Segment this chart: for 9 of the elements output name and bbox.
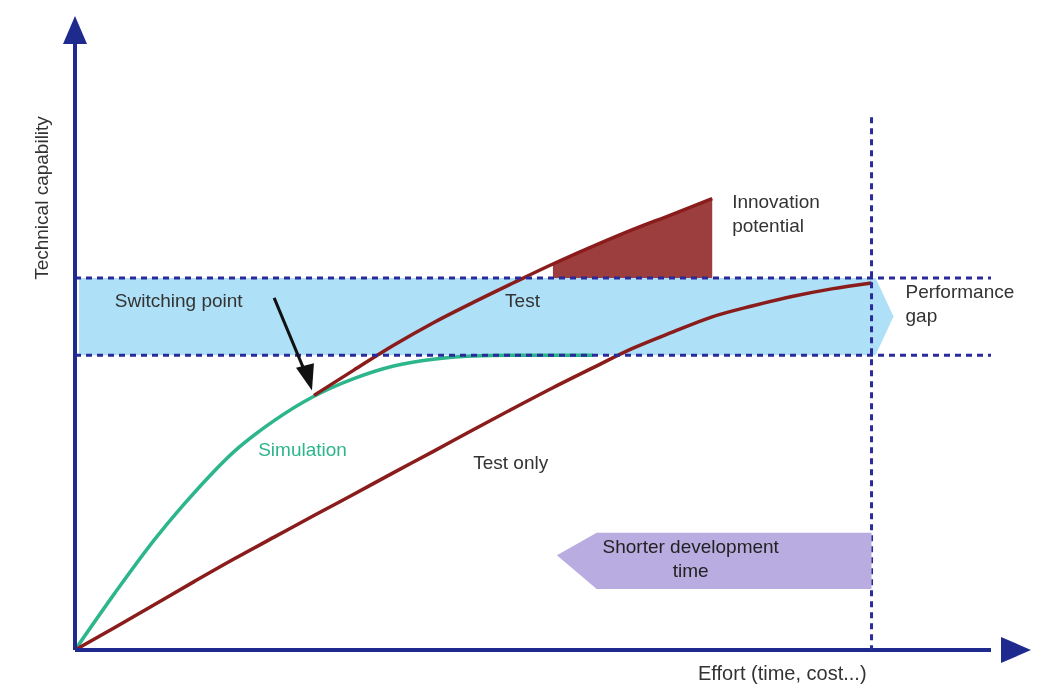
annotation: Innovation potential <box>732 189 821 238</box>
series-label: Test only <box>473 451 549 476</box>
annotation: Shorter development time <box>601 534 780 583</box>
band-label: Performance gap <box>905 280 1016 328</box>
annotation: Switching point <box>114 288 243 313</box>
series-label: Test <box>505 288 540 313</box>
x-axis-title: Effort (time, cost...) <box>698 661 867 685</box>
y-axis-title: Technical capability <box>31 115 52 280</box>
series-label: Simulation <box>258 437 347 462</box>
